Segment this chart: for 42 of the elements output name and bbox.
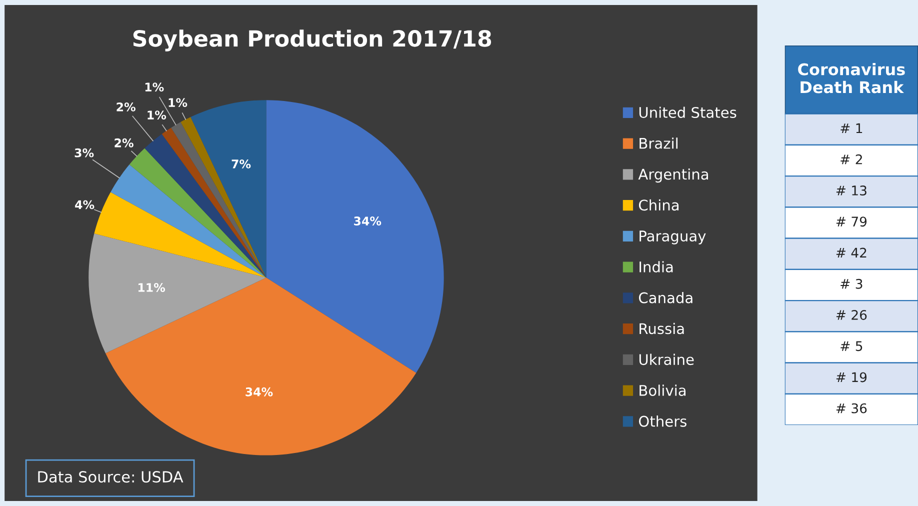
category-label: # 26: [836, 310, 867, 320]
category-label: # 13: [836, 185, 866, 196]
data-label: 7%: [232, 160, 251, 168]
data-label: 34%: [246, 387, 273, 396]
pie-slice: [190, 100, 266, 278]
pie-slice: [106, 278, 416, 456]
category-label: # 5: [840, 341, 862, 352]
legend-label: China: [638, 199, 679, 211]
pie-slice: [266, 100, 444, 373]
data-label: 1%: [145, 82, 164, 92]
legend-label: United States: [639, 106, 736, 118]
text: Coronavirus Death Rank: [798, 63, 905, 94]
source-note: Data Source: USDA: [38, 471, 184, 483]
category-label: # 2: [840, 154, 862, 164]
legend-label: Others: [638, 416, 686, 427]
legend-label: Argentina: [638, 168, 708, 183]
data-label: 2%: [114, 138, 134, 148]
category-label: # 3: [840, 278, 862, 289]
pie-slice: [129, 148, 266, 278]
legend-label: India: [640, 261, 673, 272]
pie-slice: [94, 192, 266, 278]
data-label: 4%: [75, 200, 94, 210]
data-label: 3%: [74, 148, 94, 158]
pie-slice: [144, 134, 266, 278]
legend-label: Paraguay: [640, 230, 706, 244]
data-label: 1%: [148, 110, 166, 120]
category-label: # 79: [836, 216, 867, 227]
legend-label: Brazil: [640, 138, 678, 149]
category-label: # 42: [836, 248, 866, 258]
legend-label: Canada: [638, 292, 692, 304]
data-label: 34%: [354, 216, 382, 226]
data-label: 11%: [138, 283, 166, 292]
legend-label: Russia: [640, 322, 684, 334]
chart-title: Soybean Production 2017/18: [133, 30, 492, 52]
category-label: # 1: [840, 123, 862, 134]
category-label: # 36: [836, 403, 867, 414]
legend-label: Bolivia: [640, 384, 686, 396]
pie-slice: [88, 234, 266, 354]
category-label: # 19: [836, 372, 867, 382]
data-label: 1%: [168, 98, 188, 108]
data-label: 2%: [116, 102, 136, 112]
legend-label: Ukraine: [639, 354, 694, 366]
